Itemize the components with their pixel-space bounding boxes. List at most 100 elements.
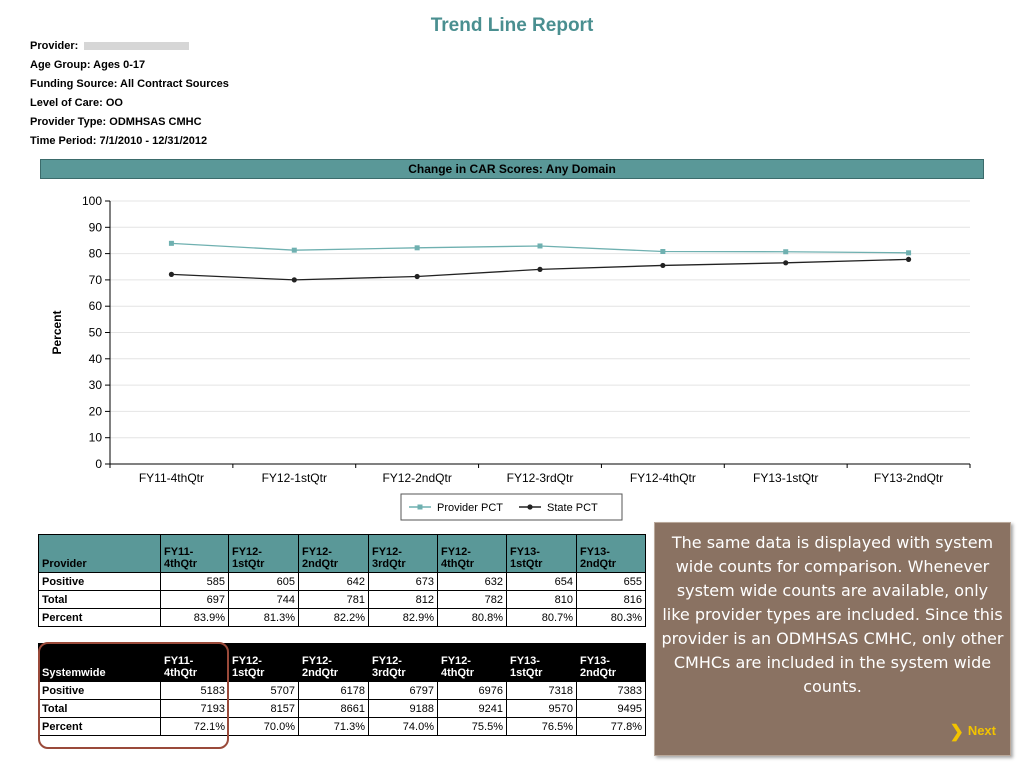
meta-value: Ages 0-17 xyxy=(93,59,146,71)
data-point xyxy=(414,273,420,280)
data-point xyxy=(660,262,666,269)
highlight-box xyxy=(38,642,229,749)
table-title: Systemwide xyxy=(38,643,161,682)
table-cell: 74.0% xyxy=(368,717,438,736)
data-point xyxy=(537,266,543,272)
table-header-row: Provider FY11- 4thQtr FY12- 1stQtr FY12- 2n… xyxy=(38,534,646,573)
table-cell: 83.9% xyxy=(160,608,229,627)
table-cell: 654 xyxy=(506,572,577,591)
table-cell: 673 xyxy=(368,572,438,591)
chevron-right-icon: ❯ xyxy=(949,721,964,741)
table-cell: 76.5% xyxy=(506,717,577,736)
meta-row: Age Group: Ages 0-17 xyxy=(30,56,229,75)
meta-row: Funding Source: All Contract Sources xyxy=(30,75,229,94)
table-cell: 82.9% xyxy=(368,608,438,627)
legend-label: State PCT xyxy=(547,502,598,514)
table-cell: 80.3% xyxy=(576,608,646,627)
meta-row: Time Period: 7/1/2010 - 12/31/2012 xyxy=(30,132,229,151)
data-point xyxy=(291,277,297,283)
legend-label: Provider PCT xyxy=(437,502,503,514)
x-tick-label: FY11-4thQtr xyxy=(139,471,204,485)
y-tick-label: 40 xyxy=(89,352,103,366)
data-point xyxy=(783,249,789,255)
meta-label: Age Group: xyxy=(30,59,91,71)
data-point xyxy=(537,243,543,249)
table-row: Total 7193 8157 8661 9188 9241 9570 9495 xyxy=(38,699,646,718)
systemwide-table: Systemwide FY11- 4thQtr FY12- 1stQtr FY12- … xyxy=(38,643,646,736)
meta-label: Time Period: xyxy=(30,135,97,147)
table-cell: 5707 xyxy=(228,681,299,700)
y-tick-label: 100 xyxy=(82,194,102,208)
column-header: FY13- 2ndQtr xyxy=(576,643,646,682)
y-tick-label: 30 xyxy=(89,378,103,392)
table-cell: 6178 xyxy=(298,681,369,700)
trend-line-chart: 0 10 20 30 40 50 60 70 80 90 100 Percent FY11-4thQtr… xyxy=(50,194,971,521)
table-cell: 816 xyxy=(576,590,646,609)
table-cell: 82.2% xyxy=(298,608,369,627)
row-label: Positive xyxy=(38,572,161,591)
report-meta: Provider: Age Group: Ages 0-17 Funding So… xyxy=(30,37,229,151)
table-cell: 71.3% xyxy=(298,717,369,736)
column-header: FY12- 2ndQtr xyxy=(298,534,369,573)
table-cell: 6976 xyxy=(437,681,507,700)
meta-value: 7/1/2010 - 12/31/2012 xyxy=(99,135,208,147)
table-cell: 8157 xyxy=(228,699,299,718)
x-tick-label: FY12-4thQtr xyxy=(630,471,696,485)
meta-row: Provider: xyxy=(30,37,229,56)
next-label: Next xyxy=(967,723,996,738)
meta-label: Provider Type: xyxy=(30,116,107,128)
table-cell: 9188 xyxy=(368,699,438,718)
table-cell: 782 xyxy=(437,590,507,609)
column-header: FY12- 3rdQtr xyxy=(368,534,438,573)
table-cell: 9570 xyxy=(506,699,577,718)
meta-label: Level of Care: xyxy=(30,97,103,109)
table-cell: 632 xyxy=(437,572,507,591)
legend-box xyxy=(400,493,623,521)
y-tick-label: 80 xyxy=(89,247,103,261)
table-cell: 585 xyxy=(160,572,229,591)
table-cell: 70.0% xyxy=(228,717,299,736)
x-tick-label: FY12-2ndQtr xyxy=(382,471,451,485)
column-header: FY12- 4thQtr xyxy=(437,534,507,573)
data-point xyxy=(414,245,420,251)
data-point xyxy=(660,248,666,254)
redacted-value xyxy=(84,42,190,51)
meta-value: ODMHSAS CMHC xyxy=(109,116,202,128)
data-point xyxy=(905,256,912,262)
table-cell: 810 xyxy=(506,590,577,609)
table-cell: 72.1% xyxy=(160,717,229,736)
table-cell: 81.3% xyxy=(228,608,299,627)
table-row: Percent 83.9% 81.3% 82.2% 82.9% 80.8% 80.7% 80.… xyxy=(38,608,646,627)
report-title: Trend Line Report xyxy=(430,15,594,36)
x-tick-label: FY12-1stQtr xyxy=(262,471,327,485)
y-tick-label: 70 xyxy=(89,273,103,287)
table-cell: 642 xyxy=(298,572,369,591)
x-tick-label: FY13-1stQtr xyxy=(753,471,818,485)
chart-title: Change in CAR Scores: Any Domain xyxy=(40,159,984,179)
x-tick-label: FY12-3rdQtr xyxy=(507,471,574,485)
next-button[interactable]: ❯ Next xyxy=(950,719,996,743)
y-axis-label: Percent xyxy=(50,310,64,354)
table-cell: 80.8% xyxy=(437,608,507,627)
table-cell: 697 xyxy=(160,590,229,609)
meta-value: OO xyxy=(105,97,123,109)
callout-text: The same data is displayed with system w… xyxy=(661,533,1004,696)
table-cell: 7318 xyxy=(506,681,577,700)
data-point xyxy=(168,240,174,246)
table-cell: 77.8% xyxy=(576,717,646,736)
y-tick-label: 60 xyxy=(89,299,103,313)
table-cell: 744 xyxy=(228,590,299,609)
meta-value: All Contract Sources xyxy=(120,78,229,90)
meta-label: Provider: xyxy=(30,40,79,52)
row-label: Total xyxy=(38,590,161,609)
y-tick-label: 20 xyxy=(89,404,103,418)
table-cell: 7193 xyxy=(160,699,229,718)
column-header: FY13- 1stQtr xyxy=(506,534,577,573)
column-header: FY12- 4thQtr xyxy=(437,643,507,682)
meta-row: Provider Type: ODMHSAS CMHC xyxy=(30,113,229,132)
legend-marker xyxy=(417,504,423,510)
table-title: Provider xyxy=(38,534,161,573)
table-cell: 6797 xyxy=(368,681,438,700)
table-header-row: Systemwide FY11- 4thQtr FY12- 1stQtr FY12- … xyxy=(38,643,646,682)
provider-table: Provider FY11- 4thQtr FY12- 1stQtr FY12- 2n… xyxy=(38,534,646,627)
